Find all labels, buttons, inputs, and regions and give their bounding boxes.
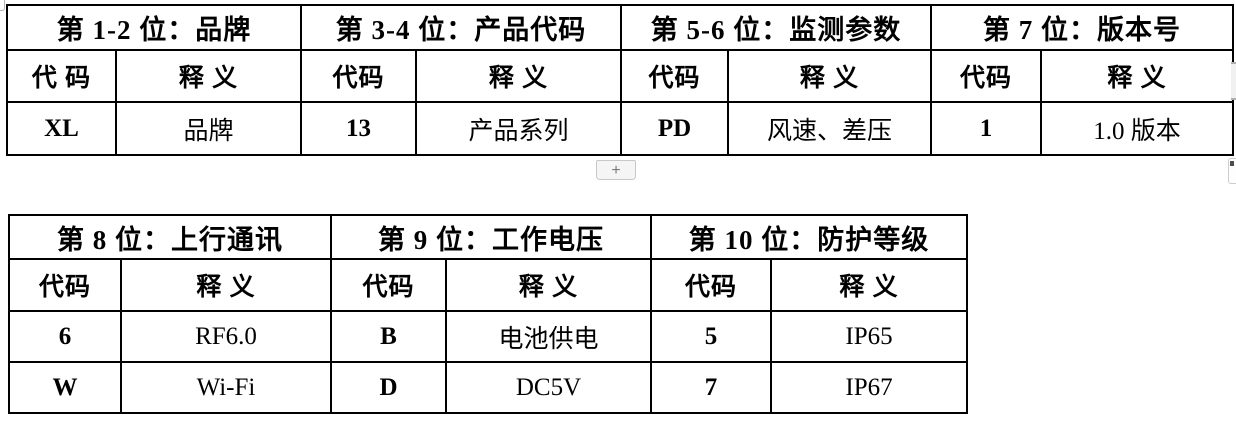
code-value-cell: D <box>330 361 447 414</box>
code-value-cell: 6 <box>8 310 122 363</box>
meaning-header-cell: 释 义 <box>727 49 932 103</box>
scrollbar-fragment[interactable] <box>1231 62 1236 100</box>
meaning-value-cell: IP67 <box>770 361 968 414</box>
code-value-cell: 7 <box>650 361 772 414</box>
meaning-value-cell: Wi-Fi <box>120 361 332 414</box>
table-row: 第 8 位：上行通讯 第 9 位：工作电压 第 10 位：防护等级 <box>8 214 968 260</box>
group-title-cell: 第 3-4 位：产品代码 <box>300 4 622 51</box>
handle-glyph-icon <box>1230 161 1234 166</box>
table-row: XL 品牌 13 产品系列 PD 风速、差压 1 1.0 版本 <box>6 101 1234 156</box>
code-value-cell: B <box>330 310 447 363</box>
meaning-value-cell: 风速、差压 <box>727 101 932 156</box>
meaning-header-cell: 释 义 <box>115 49 302 103</box>
code-header-cell: 代码 <box>620 49 729 103</box>
code-header-cell: 代码 <box>330 258 447 312</box>
group-title-cell: 第 9 位：工作电压 <box>330 214 652 260</box>
meaning-header-cell: 释 义 <box>415 49 622 103</box>
meaning-value-cell: 产品系列 <box>415 101 622 156</box>
table-row: 代码 释 义 代码 释 义 代码 释 义 <box>8 258 968 312</box>
group-title-cell: 第 10 位：防护等级 <box>650 214 968 260</box>
code-header-cell: 代 码 <box>6 49 117 103</box>
table-row: W Wi-Fi D DC5V 7 IP67 <box>8 361 968 414</box>
meaning-header-cell: 释 义 <box>120 258 332 312</box>
insert-row-button[interactable]: + <box>596 160 636 180</box>
table-row: 第 1-2 位：品牌 第 3-4 位：产品代码 第 5-6 位：监测参数 第 7… <box>6 4 1234 51</box>
group-title-cell: 第 8 位：上行通讯 <box>8 214 332 260</box>
code-value-cell: 1 <box>930 101 1042 156</box>
meaning-value-cell: 电池供电 <box>445 310 652 363</box>
group-title-cell: 第 5-6 位：监测参数 <box>620 4 932 51</box>
code-table-positions-8-10: 第 8 位：上行通讯 第 9 位：工作电压 第 10 位：防护等级 代码 释 义… <box>8 214 968 414</box>
code-header-cell: 代码 <box>300 49 417 103</box>
table-row: 6 RF6.0 B 电池供电 5 IP65 <box>8 310 968 363</box>
meaning-value-cell: DC5V <box>445 361 652 414</box>
code-value-cell: XL <box>6 101 117 156</box>
code-header-cell: 代码 <box>8 258 122 312</box>
meaning-header-cell: 释 义 <box>1040 49 1234 103</box>
code-value-cell: PD <box>620 101 729 156</box>
group-title-cell: 第 7 位：版本号 <box>930 4 1234 51</box>
code-header-cell: 代码 <box>650 258 772 312</box>
meaning-header-cell: 释 义 <box>770 258 968 312</box>
meaning-value-cell: RF6.0 <box>120 310 332 363</box>
meaning-value-cell: IP65 <box>770 310 968 363</box>
code-value-cell: 5 <box>650 310 772 363</box>
meaning-header-cell: 释 义 <box>445 258 652 312</box>
code-value-cell: W <box>8 361 122 414</box>
code-table-positions-1-7: 第 1-2 位：品牌 第 3-4 位：产品代码 第 5-6 位：监测参数 第 7… <box>6 4 1234 156</box>
meaning-value-cell: 1.0 版本 <box>1040 101 1234 156</box>
table-handle-corner-fragment <box>0 0 5 11</box>
group-title-cell: 第 1-2 位：品牌 <box>6 4 302 51</box>
code-value-cell: 13 <box>300 101 417 156</box>
code-header-cell: 代码 <box>930 49 1042 103</box>
table-row: 代 码 释 义 代码 释 义 代码 释 义 代码 释 义 <box>6 49 1234 103</box>
meaning-value-cell: 品牌 <box>115 101 302 156</box>
floating-handle-fragment[interactable] <box>1228 158 1236 184</box>
